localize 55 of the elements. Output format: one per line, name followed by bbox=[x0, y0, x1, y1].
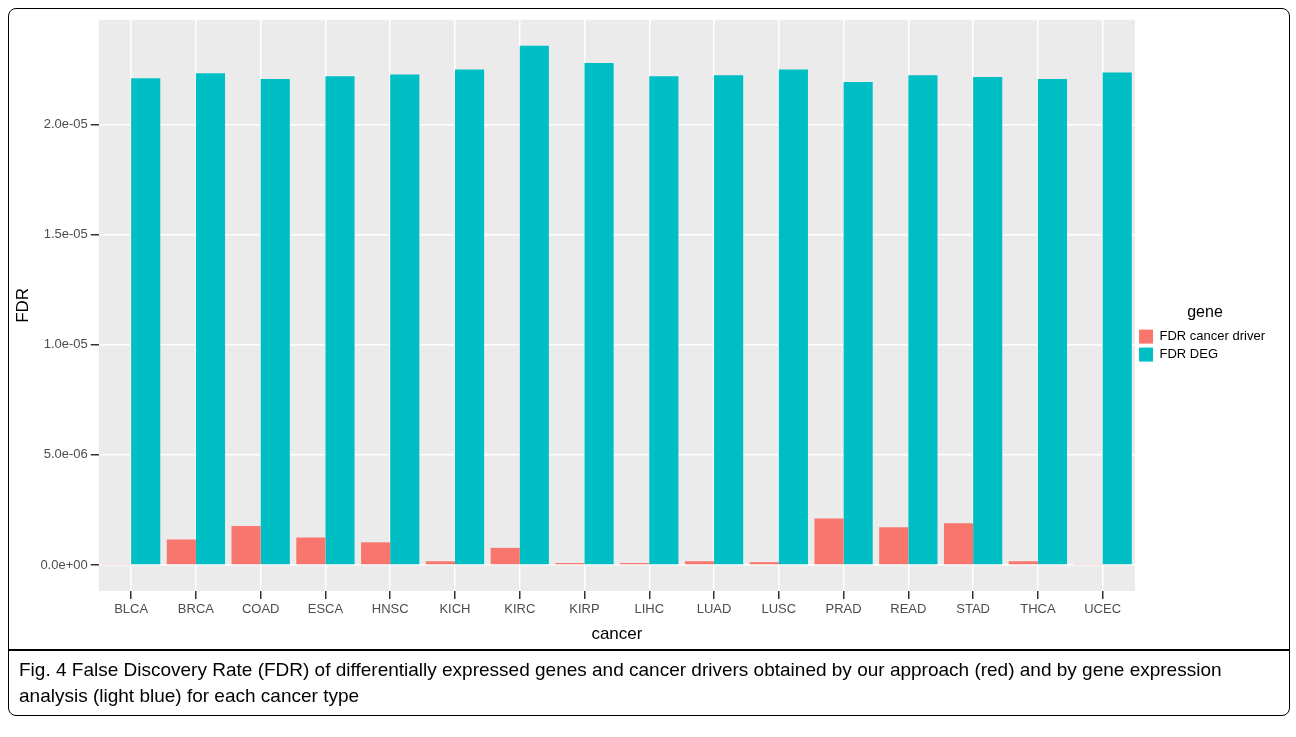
bar bbox=[814, 518, 844, 565]
x-tick-label: COAD bbox=[241, 601, 280, 617]
x-tick-label: THCA bbox=[1020, 601, 1056, 617]
y-tick-label: 2.0e-05 bbox=[43, 116, 88, 132]
bar bbox=[584, 62, 614, 565]
bar bbox=[943, 523, 974, 565]
x-tick-label: BRCA bbox=[177, 601, 215, 617]
y-tick-label: 1.0e-05 bbox=[43, 336, 88, 352]
bar bbox=[490, 547, 520, 565]
legend-label: FDR cancer driver bbox=[1159, 328, 1266, 344]
legend-title: gene bbox=[1187, 302, 1223, 320]
bar bbox=[1037, 79, 1068, 565]
bar bbox=[749, 562, 779, 565]
bar bbox=[325, 76, 355, 565]
x-tick-label: KIRC bbox=[504, 601, 536, 617]
bar bbox=[390, 74, 420, 565]
x-tick-label: UCEC bbox=[1084, 601, 1122, 617]
legend-label: FDR DEG bbox=[1159, 346, 1219, 362]
bar bbox=[714, 75, 744, 565]
x-tick-label: ESCA bbox=[307, 601, 344, 617]
bar bbox=[231, 526, 261, 565]
bar bbox=[454, 69, 485, 565]
x-tick-label: LIHC bbox=[634, 601, 665, 617]
x-tick-label: KIRP bbox=[569, 601, 600, 617]
bar bbox=[843, 81, 873, 565]
y-tick-label: 0.0e+00 bbox=[40, 556, 88, 572]
caption: Fig. 4 False Discovery Rate (FDR) of differentially expressed genes and cancer drivers obtained by our approach (red) and by gene expression analysis (light blue) for each cancer type bbox=[9, 649, 1289, 715]
x-tick-label: READ bbox=[890, 601, 927, 617]
bar bbox=[649, 76, 679, 565]
x-tick-label: PRAD bbox=[825, 601, 862, 617]
x-tick-label: HNSC bbox=[371, 601, 409, 617]
x-tick-label: KICH bbox=[439, 601, 471, 617]
x-tick-label: LUAD bbox=[696, 601, 732, 617]
y-axis-title: FDR bbox=[12, 287, 32, 323]
bar bbox=[519, 45, 549, 565]
bar bbox=[296, 537, 326, 565]
bar bbox=[425, 561, 455, 565]
bar bbox=[1008, 561, 1038, 565]
x-axis-title: cancer bbox=[591, 624, 643, 644]
bar bbox=[778, 69, 808, 565]
y-tick-label: 1.5e-05 bbox=[43, 226, 88, 242]
bar bbox=[195, 73, 226, 565]
bar bbox=[166, 539, 196, 565]
bar bbox=[361, 542, 391, 565]
x-tick-label: BLCA bbox=[114, 601, 149, 617]
bar bbox=[260, 79, 290, 565]
x-tick-label: LUSC bbox=[761, 601, 797, 617]
bar bbox=[908, 75, 938, 565]
bar bbox=[131, 78, 161, 565]
y-tick-label: 5.0e-06 bbox=[43, 446, 88, 462]
bar bbox=[973, 77, 1003, 565]
x-tick-label: STAD bbox=[956, 601, 990, 617]
bar bbox=[1102, 72, 1132, 565]
bar bbox=[684, 561, 715, 565]
bar bbox=[879, 527, 909, 565]
